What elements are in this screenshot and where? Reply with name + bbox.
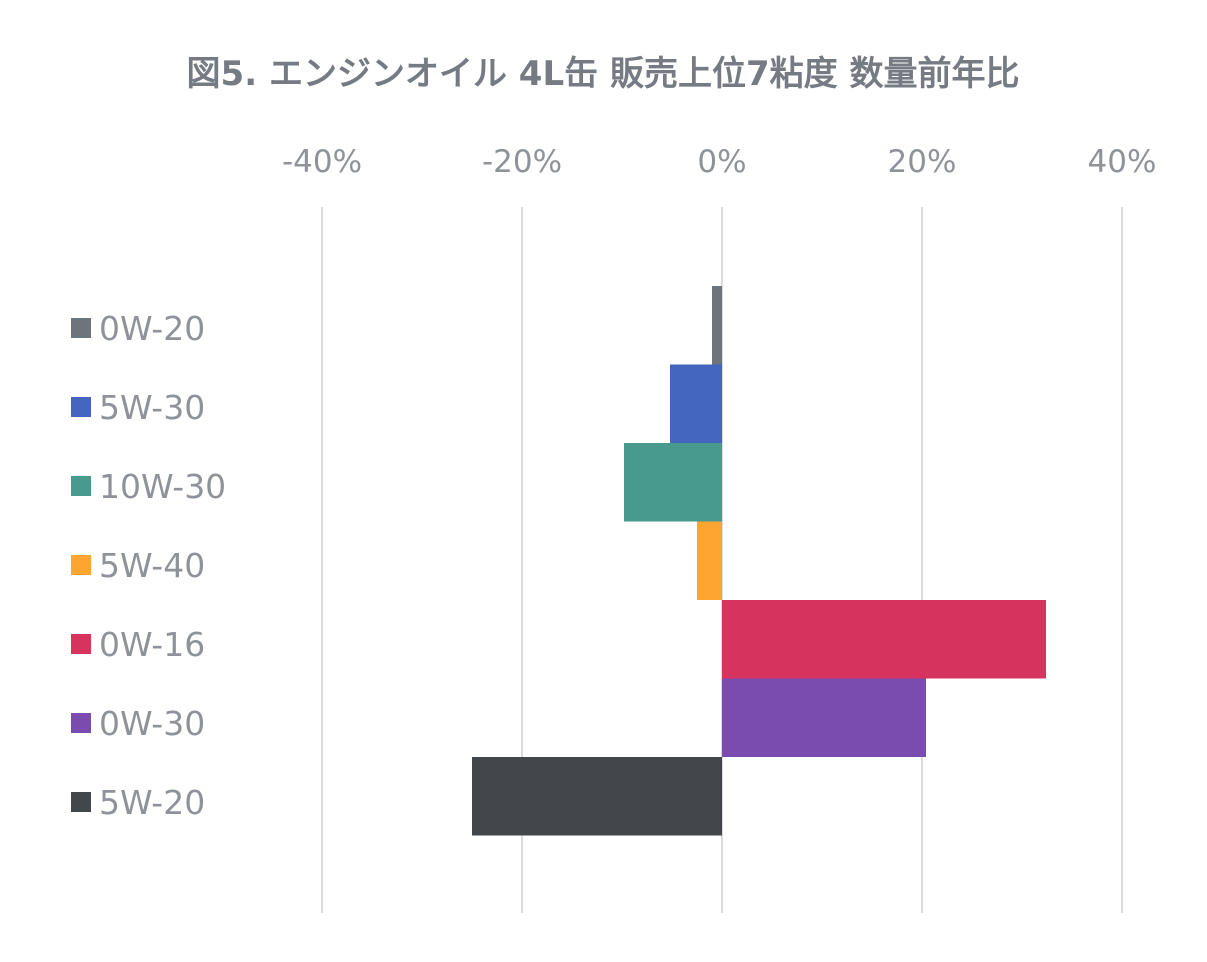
legend-label-0W-30: 0W-30 — [99, 704, 205, 743]
legend-swatch-5W-20 — [71, 792, 91, 812]
x-tick-label-1: -20% — [482, 144, 562, 180]
legend-swatch-10W-30 — [71, 476, 91, 496]
legend-label-10W-30: 10W-30 — [99, 467, 226, 506]
legend-label-5W-30: 5W-30 — [99, 388, 205, 427]
x-axis-tick-labels: -40% -20% 0% 20% 40% — [282, 144, 1157, 180]
legend-swatch-0W-16 — [71, 634, 91, 654]
bar-5W-30 — [670, 364, 722, 443]
bar-0W-20 — [712, 286, 722, 365]
legend-label-0W-20: 0W-20 — [99, 309, 205, 348]
x-tick-label-4: 40% — [1088, 144, 1157, 180]
legend-swatch-0W-20 — [71, 318, 91, 338]
legend-label-5W-40: 5W-40 — [99, 546, 205, 585]
legend-swatch-5W-40 — [71, 555, 91, 575]
x-tick-label-0: -40% — [282, 144, 362, 180]
bar-0W-30 — [722, 678, 926, 757]
bar-5W-40 — [697, 521, 722, 600]
legend-swatch-0W-30 — [71, 713, 91, 733]
bar-5W-20 — [472, 757, 722, 836]
legend: 0W-20 5W-30 10W-30 5W-40 0W-16 0W-30 5W-20 — [71, 309, 226, 822]
chart-title: 図5. エンジンオイル 4L缶 販売上位7粘度 数量前年比 — [187, 54, 1020, 94]
bars — [472, 286, 1046, 836]
legend-label-5W-20: 5W-20 — [99, 783, 205, 822]
x-tick-label-3: 20% — [888, 144, 957, 180]
legend-swatch-5W-30 — [71, 397, 91, 417]
bar-10W-30 — [624, 443, 722, 522]
legend-label-0W-16: 0W-16 — [99, 625, 205, 664]
bar-0W-16 — [722, 600, 1046, 679]
x-tick-label-2: 0% — [697, 144, 746, 180]
